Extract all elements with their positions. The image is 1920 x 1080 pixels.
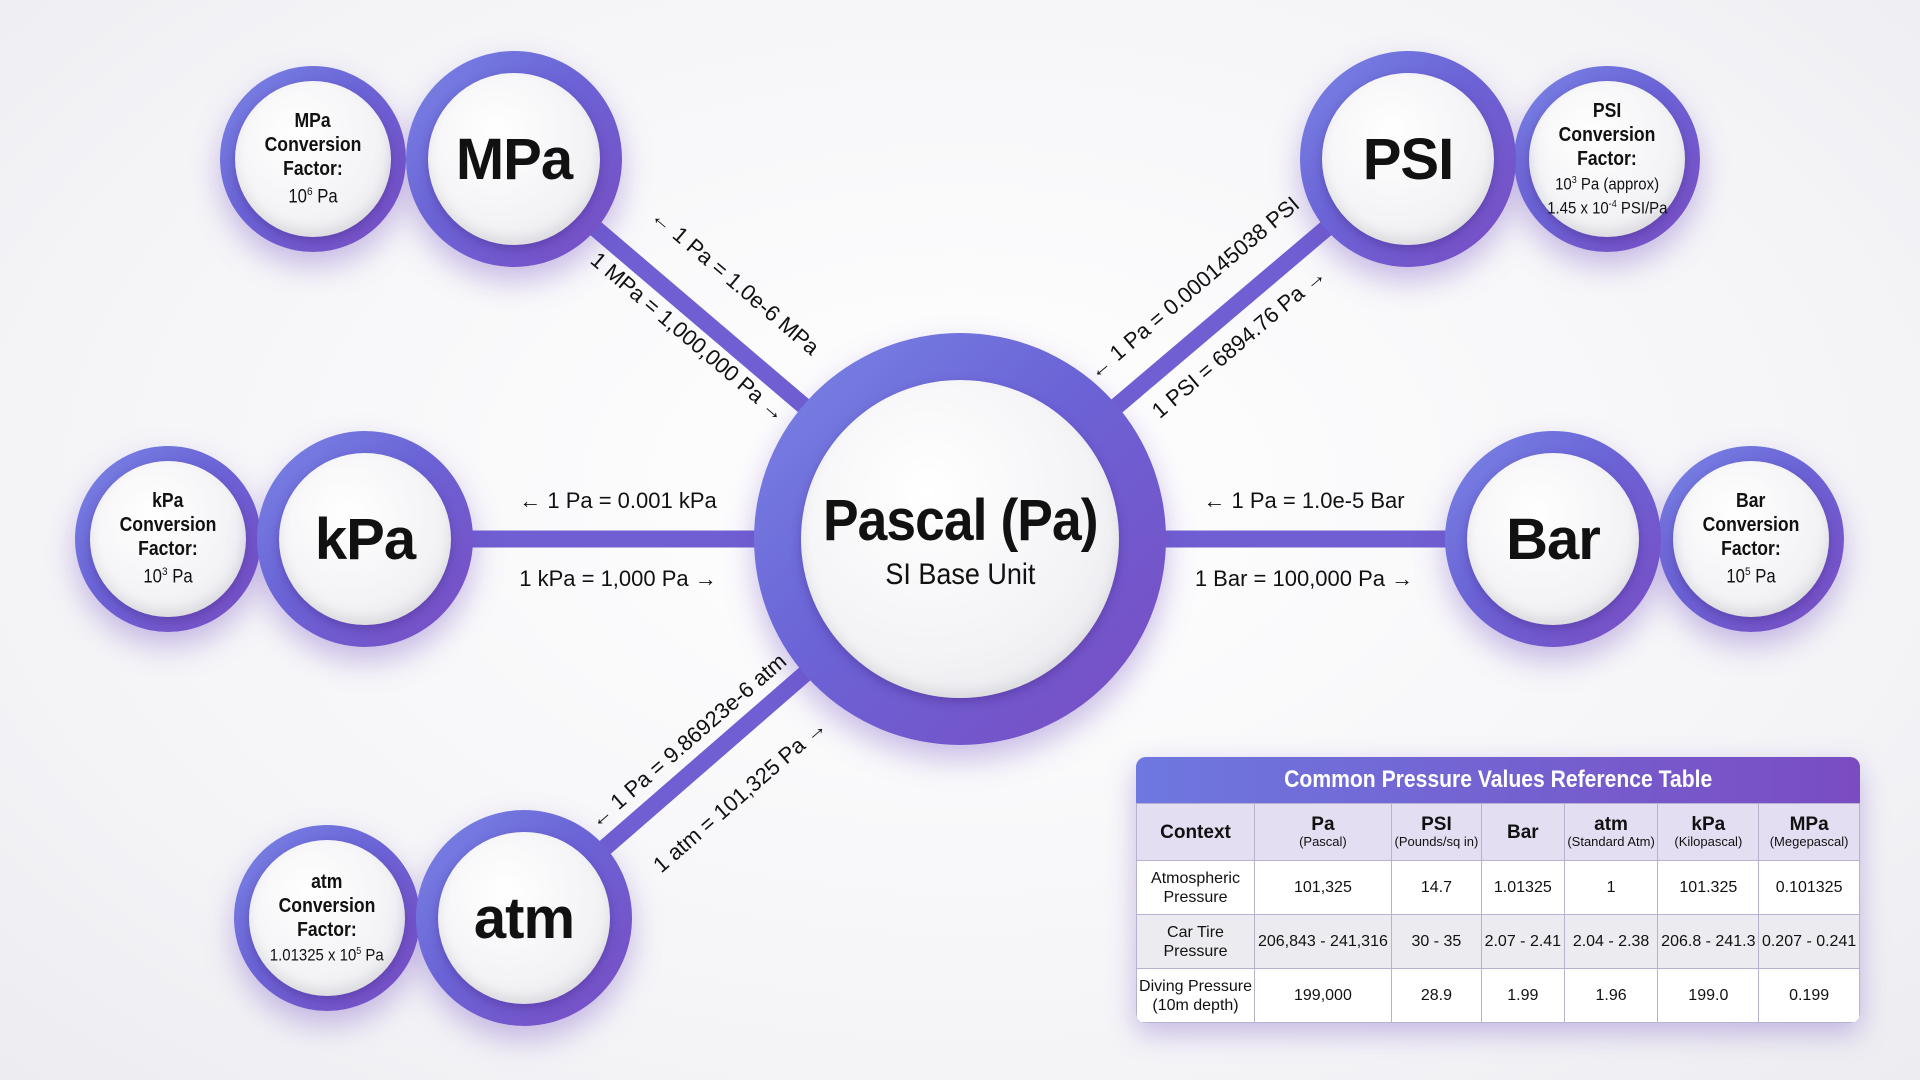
atm-factor-node: atm Conversion Factor: 1.01325 x 105 Pa	[234, 825, 420, 1011]
factor-title: Conversion	[264, 134, 362, 157]
header-mpa: MPa (Megepascal)	[1758, 803, 1860, 861]
factor-value: 1.01325 x 105 Pa	[270, 945, 384, 965]
unit-name: MPa	[455, 126, 573, 192]
cell: Atmospheric Pressure	[1136, 860, 1255, 915]
factor-title: Conversion	[119, 514, 217, 537]
cell: 2.04 - 2.38	[1563, 914, 1659, 969]
cell: 206,843 - 241,316	[1254, 914, 1392, 969]
kpa-to-unit-label: ← 1 Pa = 0.001 kPa	[519, 488, 717, 513]
cell: 206.8 - 241.3	[1657, 914, 1760, 969]
cell: 1.01325	[1480, 860, 1565, 915]
bar-to-unit-label: ← 1 Pa = 1.0e-5 Bar	[1203, 488, 1405, 513]
unit-name: PSI	[1362, 126, 1454, 192]
factor-value: 103 Pa (approx)	[1555, 175, 1659, 194]
bar-to-pa-label: 1 Bar = 100,000 Pa →	[1194, 566, 1414, 591]
factor-title: Factor:	[283, 158, 343, 181]
factor-title: Conversion	[1702, 514, 1800, 537]
table-row: Diving Pressure (10m depth) 199,000 28.9 1.…	[1136, 968, 1860, 1023]
pascal-title: Pascal (Pa)	[822, 487, 1099, 553]
factor-title: PSI	[1592, 100, 1622, 123]
factor-value-2: 1.45 x 10-4 PSI/Pa	[1546, 198, 1668, 218]
table-row: Car Tire Pressure 206,843 - 241,316 30 - 3…	[1136, 914, 1860, 969]
table-title: Common Pressure Values Reference Table	[1136, 757, 1860, 803]
cell: 0.199	[1758, 968, 1860, 1023]
cell: 2.07 - 2.41	[1480, 914, 1565, 969]
kpa-node: kPa	[257, 431, 473, 647]
pascal-node: Pascal (Pa) SI Base Unit	[754, 333, 1166, 745]
cell: 199.0	[1657, 968, 1760, 1023]
factor-title: Factor:	[1721, 538, 1781, 561]
factor-value: 106 Pa	[288, 186, 338, 208]
unit-name: atm	[473, 885, 575, 951]
cell: 30 - 35	[1390, 914, 1482, 969]
factor-title: Factor:	[1577, 148, 1637, 171]
header-kpa: kPa (Kilopascal)	[1657, 803, 1760, 861]
unit-name: Bar	[1506, 506, 1601, 572]
cell: 1	[1563, 860, 1659, 915]
kpa-to-pa-label: 1 kPa = 1,000 Pa →	[519, 566, 717, 591]
cell: 1.96	[1563, 968, 1659, 1023]
kpa-factor-node: kPa Conversion Factor: 103 Pa	[75, 446, 261, 632]
factor-title: atm	[311, 871, 343, 894]
unit-name: kPa	[314, 506, 416, 572]
header-context: Context	[1136, 803, 1255, 861]
table-header-row: Context Pa (Pascal) PSI (Pounds/sq in) Bar…	[1136, 803, 1860, 861]
factor-title: Conversion	[1558, 124, 1656, 147]
factor-title: Factor:	[297, 919, 357, 942]
header-bar: Bar	[1480, 803, 1565, 861]
header-pa: Pa (Pascal)	[1254, 803, 1392, 861]
pascal-node-face: Pascal (Pa) SI Base Unit	[801, 380, 1119, 698]
cell: 101.325	[1657, 860, 1760, 915]
cell: Car Tire Pressure	[1136, 914, 1255, 969]
cell: 101,325	[1254, 860, 1392, 915]
cell: Diving Pressure (10m depth)	[1136, 968, 1255, 1023]
cell: 28.9	[1390, 968, 1482, 1023]
cell: 199,000	[1254, 968, 1392, 1023]
mpa-node: MPa	[406, 51, 622, 267]
factor-title: Conversion	[278, 895, 376, 918]
mpa-factor-node: MPa Conversion Factor: 106 Pa	[220, 66, 406, 252]
cell: 1.99	[1480, 968, 1565, 1023]
table-row: Atmospheric Pressure 101,325 14.7 1.01325 1 1…	[1136, 860, 1860, 915]
psi-factor-node: PSI Conversion Factor: 103 Pa (approx) 1…	[1514, 66, 1700, 252]
atm-node: atm	[416, 810, 632, 1026]
header-psi: PSI (Pounds/sq in)	[1390, 803, 1482, 861]
psi-node: PSI	[1300, 51, 1516, 267]
factor-title: Factor:	[138, 538, 198, 561]
cell: 0.101325	[1758, 860, 1860, 915]
factor-value: 103 Pa	[143, 566, 193, 588]
bar-factor-node: Bar Conversion Factor: 105 Pa	[1658, 446, 1844, 632]
cell: 14.7	[1390, 860, 1482, 915]
bar-node: Bar	[1445, 431, 1661, 647]
factor-title: Bar	[1736, 490, 1766, 513]
cell: 0.207 - 0.241	[1758, 914, 1860, 969]
header-atm: atm (Standard Atm)	[1563, 803, 1659, 861]
pascal-subtitle: SI Base Unit	[884, 557, 1036, 591]
factor-value: 105 Pa	[1726, 566, 1776, 588]
factor-title: kPa	[152, 490, 184, 513]
factor-title: MPa	[294, 110, 332, 133]
